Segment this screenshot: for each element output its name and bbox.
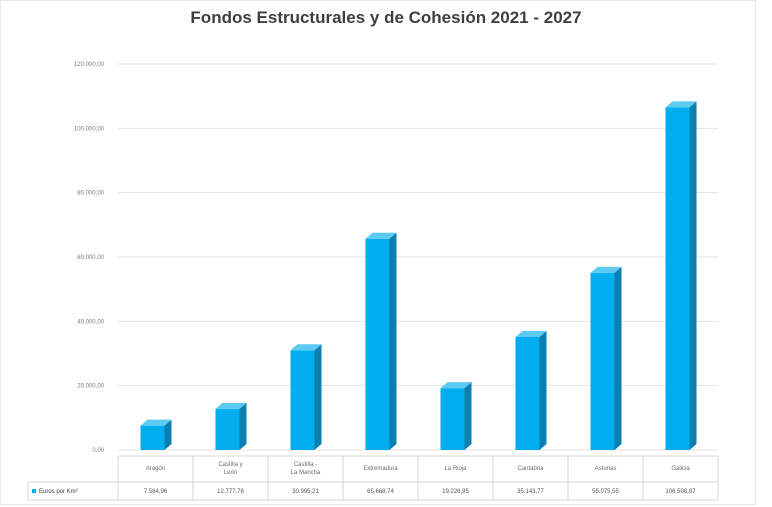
bar-side [689,101,697,450]
bar-top [215,402,247,409]
legend-label: Euros por Km² [39,489,78,495]
legend-swatch [32,489,36,493]
data-label: 7.564,96 [144,489,168,495]
y-tick-label: 0,00 [92,448,104,454]
y-tick-label: 60.000,00 [77,255,104,261]
bar-side [464,382,472,450]
bar [515,330,547,450]
category-label: Aragón [146,466,165,472]
bar-front [440,388,465,450]
bar-front [365,238,390,450]
bar-top [365,232,397,239]
bar-front [215,408,240,450]
bar [365,232,397,450]
category-label: Castilla -La Mancha [291,462,321,476]
bar [290,344,322,450]
bars [140,101,697,450]
bar-top [140,419,172,426]
data-label: 19.226,95 [442,489,469,495]
category-label: Cantabria [517,466,544,472]
data-table: Aragón Castilla y León Castilla -La Mancha E… [27,455,719,501]
y-tick-label: 100.000,00 [74,126,105,132]
bar-top [440,382,472,389]
bar-side [389,232,397,450]
bar-side [614,266,622,450]
category-label: Castilla y León [218,462,242,476]
bar-front [140,425,165,450]
y-tick-label: 120.000,00 [74,62,105,68]
category-label: La Rioja [444,466,467,472]
bar-top [515,330,547,337]
bar-side [164,419,172,450]
bar [665,101,697,450]
chart-title: Fondos Estructurales y de Cohesión 2021 … [190,8,582,27]
y-tick-label: 80.000,00 [77,191,104,197]
bar-front [515,336,540,450]
bar-side [539,330,547,450]
bar-front [590,272,615,450]
data-label: 35.143,77 [517,489,544,495]
data-label: 12.777,78 [217,489,244,495]
bar-side [239,402,247,450]
bar [440,382,472,450]
bar [140,419,172,450]
bar [215,402,247,450]
data-label: 106.508,87 [665,489,696,495]
data-label: 65.668,74 [367,489,394,495]
data-label: 30.995,21 [292,489,319,495]
category-label: Galicia [671,466,690,472]
bar [590,266,622,450]
category-label: Extremadura [363,466,398,472]
bar-front [665,107,690,450]
y-tick-label: 20.000,00 [77,384,104,390]
category-label: Asturias [595,466,617,472]
gridlines [118,63,718,451]
bar-side [314,344,322,450]
bar-top [590,266,622,273]
bar-top [290,344,322,351]
bar-top [665,101,697,108]
y-tick-label: 40.000,00 [77,319,104,325]
y-axis-ticks: 0,00 20.000,00 40.000,00 60.000,00 80.000,00… [74,62,105,454]
data-label: 55.075,55 [592,489,619,495]
bar-front [290,350,315,450]
